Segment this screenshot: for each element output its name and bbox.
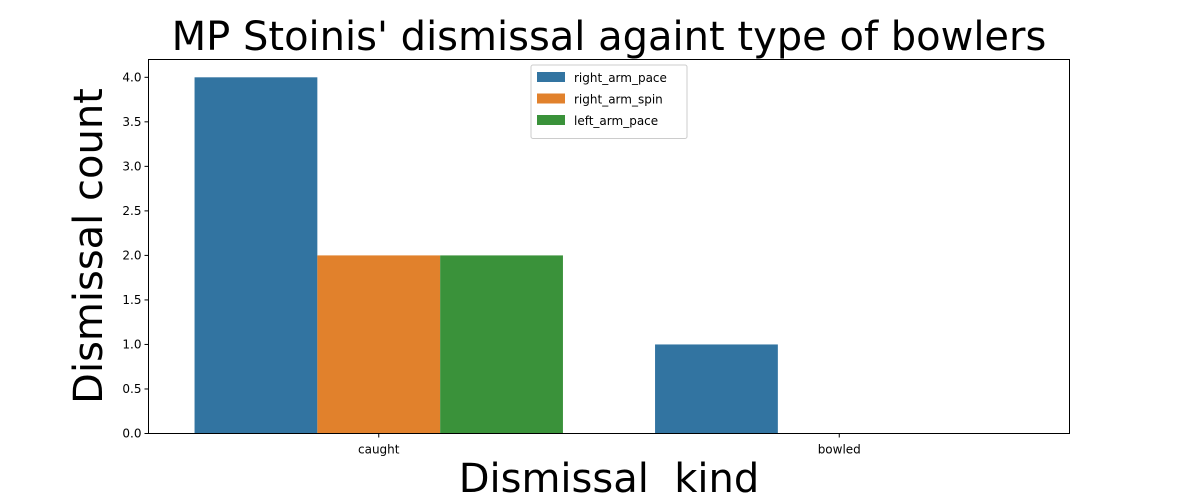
y-tick-label: 1.0 <box>122 337 141 351</box>
legend-box <box>530 64 688 139</box>
legend-swatch-right_arm_spin <box>537 93 565 104</box>
y-tick-label: 1.5 <box>122 293 141 307</box>
y-tick-label: 4.0 <box>122 70 141 84</box>
y-axis-label: Dismissal count <box>66 88 112 404</box>
y-tick-label: 0.0 <box>122 427 141 441</box>
y-tick-label: 2.0 <box>122 248 141 262</box>
bar-right_arm_pace-bowled <box>655 344 778 434</box>
bars-group <box>194 77 778 434</box>
legend-label-right_arm_pace: right_arm_pace <box>574 71 667 85</box>
y-tick-label: 3.5 <box>122 115 141 129</box>
y-ticks-group: 0.0 0.5 1.0 1.5 2.0 2.5 3.0 3.5 4.0 <box>122 70 149 441</box>
bar-right_arm_spin-caught <box>317 255 441 434</box>
y-tick-label: 2.5 <box>122 204 141 218</box>
y-tick-label: 0.5 <box>122 382 141 396</box>
x-ticks-group: caught bowled <box>358 433 861 457</box>
chart-title: MP Stoinis' dismissal againt type of bow… <box>172 14 1047 60</box>
legend: right_arm_pace right_arm_spin left_arm_pac… <box>530 64 688 139</box>
legend-label-left_arm_pace: left_arm_pace <box>574 114 658 128</box>
bar-left_arm_pace-caught <box>440 255 563 434</box>
plot-frame <box>148 59 1070 434</box>
legend-swatch-right_arm_pace <box>537 72 565 82</box>
x-tick-label: caught <box>358 443 400 457</box>
x-axis-label: Dismissal kind <box>459 456 760 495</box>
legend-swatch-left_arm_pace <box>537 115 565 125</box>
legend-label-right_arm_spin: right_arm_spin <box>574 93 663 107</box>
bar-right_arm_pace-caught <box>194 77 318 434</box>
y-tick-label: 3.0 <box>122 159 141 173</box>
x-tick-label: bowled <box>818 443 861 457</box>
